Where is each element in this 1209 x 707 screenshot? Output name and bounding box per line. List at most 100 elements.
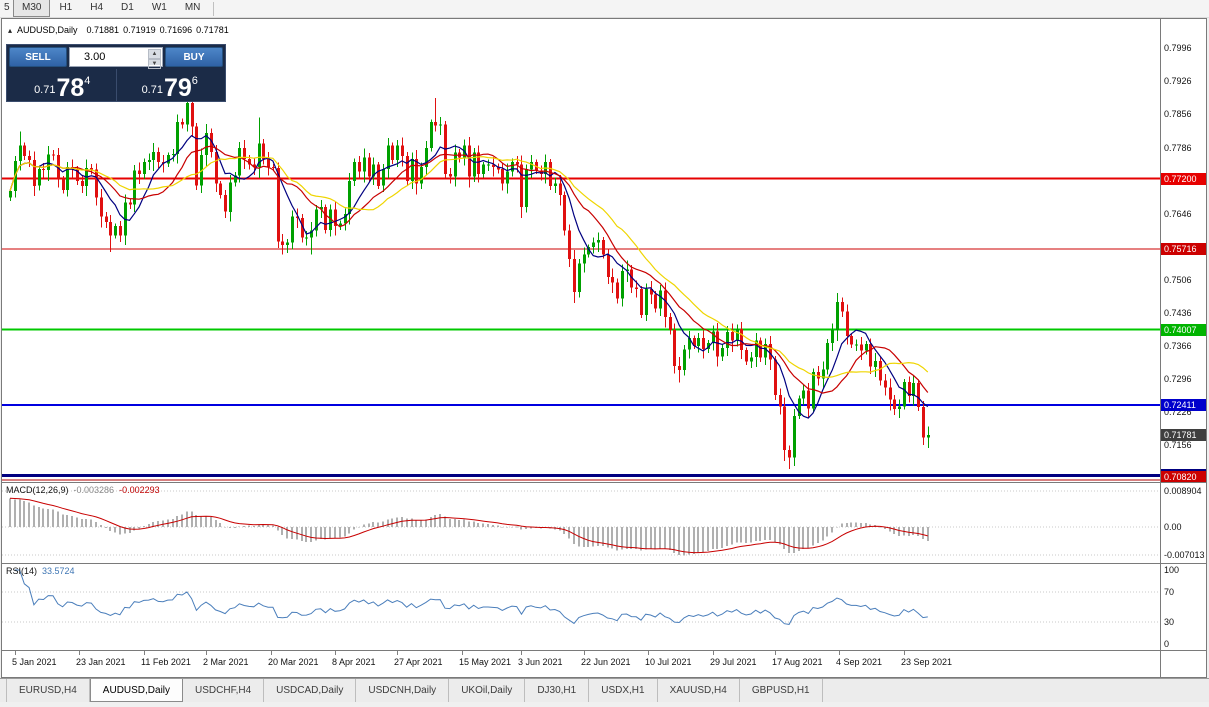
price-axis[interactable]: 0.79960.79260.78560.77860.77160.76460.75…	[1160, 19, 1206, 677]
low-value: 0.71696	[159, 25, 193, 35]
timeframe-H4[interactable]: H4	[90, 2, 104, 13]
macd-axis-label: 0.00	[1164, 521, 1182, 532]
date-label: 20 Mar 2021	[268, 657, 319, 667]
timeframe-H1[interactable]: H1	[59, 2, 73, 13]
time-axis[interactable]: 5 Jan 2021 23 Jan 2021 11 Feb 2021 2 Mar 20…	[2, 651, 1160, 677]
buy-price-prefix: 0.71	[141, 84, 163, 96]
chart-window: ▴ AUDUSD,Daily 0.71881 0.71919 0.71696 0.71…	[1, 18, 1207, 678]
date-label: 22 Jun 2021	[581, 657, 631, 667]
rsi-axis[interactable]: 100 70 30 0	[1161, 564, 1206, 651]
tab-xauusd-h4[interactable]: XAUUSD,H4	[658, 679, 740, 702]
price-tick-label: 0.7366	[1164, 340, 1192, 351]
sell-button[interactable]: SELL	[9, 47, 67, 67]
sell-price-prefix: 0.71	[34, 84, 56, 96]
date-tick	[839, 651, 840, 655]
chart-plots: ▴ AUDUSD,Daily 0.71881 0.71919 0.71696 0.71…	[2, 19, 1160, 677]
tab-dj30-h1[interactable]: DJ30,H1	[525, 679, 590, 702]
rsi-axis-label: 30	[1164, 616, 1175, 627]
volume-stepper[interactable]: 3.00 ▲ ▼	[69, 47, 163, 69]
macd-chart[interactable]	[2, 483, 1160, 563]
ohlc-values: 0.71881 0.71919 0.71696 0.71781	[83, 25, 229, 35]
price-tick-label: 0.7646	[1164, 208, 1192, 219]
timeframe-M30[interactable]: M30	[13, 0, 51, 17]
price-tick-label: 0.7786	[1164, 142, 1192, 153]
chart-title: ▴ AUDUSD,Daily 0.71881 0.71919 0.71696 0.71…	[8, 25, 229, 35]
high-value: 0.71919	[123, 25, 156, 35]
price-level-badge: 0.72411	[1161, 398, 1206, 411]
open-value: 0.71881	[86, 25, 120, 35]
volume-up-button[interactable]: ▲	[148, 49, 161, 59]
rsi-name: RSI(14)	[6, 566, 38, 576]
main-chart-pane[interactable]: ▴ AUDUSD,Daily 0.71881 0.71919 0.71696 0.71…	[2, 19, 1160, 483]
price-axis-main[interactable]: 0.79960.79260.78560.77860.77160.76460.75…	[1161, 19, 1206, 483]
tab-usdchf-h4[interactable]: USDCHF,H4	[183, 679, 265, 702]
symbol-label: AUDUSD,Daily	[17, 25, 78, 35]
date-label: 10 Jul 2021	[645, 657, 692, 667]
buy-button[interactable]: BUY	[165, 47, 223, 67]
macd-axis[interactable]: 0.008904 0.00 -0.007013	[1161, 483, 1206, 564]
price-level-badge: 0.77200	[1161, 172, 1206, 185]
tab-usdcad-daily[interactable]: USDCAD,Daily	[264, 679, 357, 702]
rsi-label: RSI(14) 33.5724	[6, 566, 75, 576]
bid-price-badge: 0.71781	[1161, 428, 1206, 441]
tab-eurusd-h4[interactable]: EURUSD,H4	[6, 679, 90, 702]
buy-price-pip: 6	[191, 75, 198, 87]
price-tick-label: 0.7156	[1164, 440, 1192, 451]
ma-line-14	[9, 145, 929, 394]
macd-axis-label: 0.008904	[1164, 486, 1202, 496]
buy-price-big: 79	[163, 74, 192, 102]
close-value: 0.71781	[196, 25, 229, 35]
volume-down-button[interactable]: ▼	[148, 59, 161, 69]
price-level-badge: 0.74007	[1161, 323, 1206, 336]
timeframe-MN[interactable]: MN	[184, 2, 201, 13]
date-tick	[713, 651, 714, 655]
date-tick	[462, 651, 463, 655]
buy-price: 0.71 79 6	[117, 69, 224, 101]
level-lines	[2, 177, 1160, 481]
rsi-axis-label: 70	[1164, 587, 1175, 598]
macd-signal-value: -0.002293	[119, 485, 160, 495]
date-tick	[521, 651, 522, 655]
tab-usdcnh-daily[interactable]: USDCNH,Daily	[356, 679, 450, 702]
one-click-trade-panel: SELL 3.00 ▲ ▼ BUY 0.71 78 4	[6, 44, 226, 102]
timeframe-5[interactable]: 5	[4, 2, 10, 13]
sell-price-pip: 4	[84, 75, 91, 87]
macd-main-value: -0.003286	[73, 485, 115, 495]
macd-pane[interactable]: MACD(12,26,9) -0.003286 -0.002293	[2, 483, 1160, 564]
tab-usdx-h1[interactable]: USDX,H1	[589, 679, 658, 702]
volume-spin-buttons: ▲ ▼	[148, 49, 161, 69]
date-label: 5 Jan 2021	[12, 657, 57, 667]
macd-name: MACD(12,26,9)	[6, 485, 69, 495]
date-tick	[584, 651, 585, 655]
price-level-badge: 0.70820	[1161, 471, 1206, 482]
date-label: 11 Feb 2021	[141, 657, 191, 667]
candles-layer	[9, 86, 930, 469]
timeframe-D1[interactable]: D1	[121, 2, 134, 13]
price-tick-label: 0.7506	[1164, 274, 1192, 285]
timeframe-toolbar: 5 M30 H1 H4 D1 W1 MN	[0, 0, 1209, 18]
ma-line-21	[9, 156, 929, 379]
date-label: 15 May 2021	[459, 657, 512, 667]
rsi-pane[interactable]: RSI(14) 33.5724	[2, 564, 1160, 651]
price-divider	[115, 69, 117, 101]
candlestick-chart[interactable]	[2, 19, 1160, 482]
rsi-axis-label: 0	[1164, 639, 1170, 649]
trade-panel-prices: 0.71 78 4 0.71 79 6	[9, 69, 223, 101]
date-label: 23 Sep 2021	[901, 657, 953, 667]
tab-gbpusd-h1[interactable]: GBPUSD,H1	[740, 679, 823, 702]
tab-audusd-daily[interactable]: AUDUSD,Daily	[89, 679, 184, 702]
price-tick-label: 0.7856	[1164, 109, 1192, 120]
price-level-badge: 0.75716	[1161, 242, 1206, 255]
date-tick	[775, 651, 776, 655]
price-tick-label: 0.7926	[1164, 76, 1192, 87]
rsi-chart[interactable]	[2, 564, 1160, 650]
timeframe-W1[interactable]: W1	[151, 2, 167, 13]
macd-axis-label: -0.007013	[1164, 550, 1205, 560]
price-tick-label: 0.7996	[1164, 43, 1192, 54]
tab-ukoil-daily[interactable]: UKOil,Daily	[449, 679, 526, 702]
date-tick	[397, 651, 398, 655]
price-tick-label: 0.7436	[1164, 307, 1192, 318]
trade-panel-toggle-icon[interactable]: ▴	[8, 25, 13, 35]
date-label: 2 Mar 2021	[203, 657, 249, 667]
volume-value[interactable]: 3.00	[84, 51, 106, 63]
